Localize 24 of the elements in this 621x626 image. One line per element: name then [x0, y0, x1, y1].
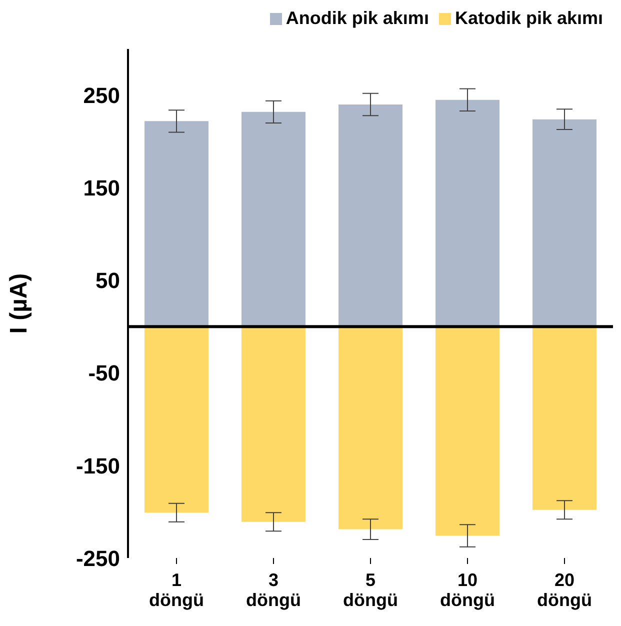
bar: [241, 112, 306, 327]
bar: [338, 326, 402, 530]
bar: [532, 119, 596, 327]
x-tick-label: 5 döngü: [343, 570, 398, 610]
bar: [338, 104, 402, 327]
y-tick-label: 250: [83, 83, 120, 108]
bar: [435, 326, 500, 536]
y-tick-label: -250: [76, 546, 120, 571]
y-tick-label: -150: [76, 453, 120, 478]
y-tick-label: -50: [88, 360, 120, 386]
y-axis-title: I (µA): [6, 273, 33, 334]
y-tick-label: 50: [96, 268, 120, 294]
x-tick-label: 1 döngü: [149, 570, 204, 610]
legend-label: Katodik pik akımı: [454, 8, 603, 28]
bar: [532, 326, 596, 510]
x-tick-label: 20 döngü: [537, 570, 592, 610]
bar: [144, 326, 208, 513]
bar: [241, 326, 306, 522]
x-tick-label: 3 döngü: [246, 570, 301, 610]
bar: [435, 100, 500, 327]
y-tick-label: 150: [83, 176, 120, 201]
bar: [144, 121, 208, 327]
legend-label: Anodik pik akımı: [286, 8, 429, 28]
x-tick-label: 10 döngü: [440, 570, 495, 610]
